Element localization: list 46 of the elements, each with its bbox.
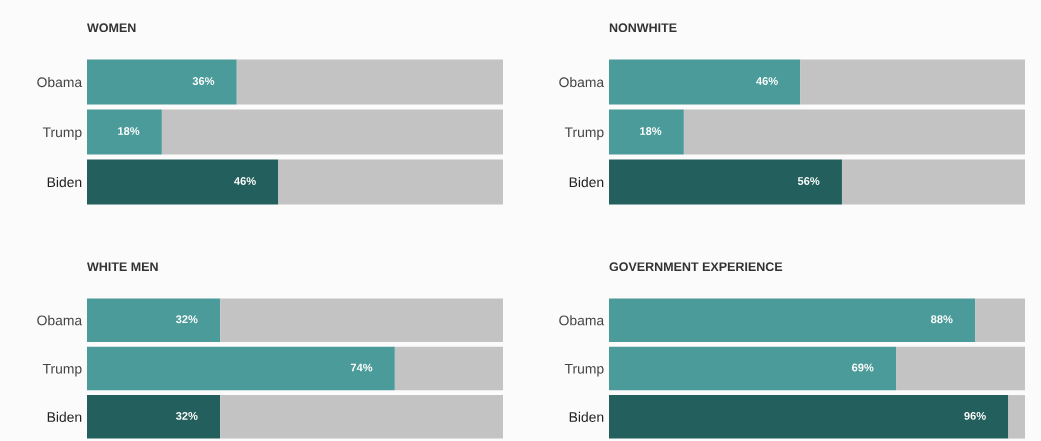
bar — [161, 109, 503, 155]
y-tick-label: Biden — [47, 411, 82, 422]
bar — [609, 59, 801, 105]
data-label: 69% — [852, 363, 874, 372]
data-label: 74% — [350, 363, 373, 372]
bar — [841, 159, 1025, 205]
chart-title: GOVERNMENT EXPERIENCE — [609, 262, 783, 272]
bar — [800, 59, 1025, 105]
y-tick-label: Trump — [564, 363, 604, 377]
bar — [609, 298, 976, 342]
data-label: 46% — [234, 177, 256, 185]
bar — [87, 159, 279, 205]
bar — [896, 346, 1025, 391]
data-label: 96% — [964, 411, 986, 420]
data-label: 88% — [930, 315, 953, 324]
data-label: 32% — [175, 411, 198, 420]
data-label: 32% — [175, 315, 198, 324]
y-tick-label: Biden — [569, 411, 604, 422]
bar — [278, 159, 503, 205]
y-tick-label: Obama — [37, 315, 83, 326]
y-tick-label: Biden — [569, 176, 604, 188]
data-label: 56% — [797, 177, 820, 185]
y-tick-label: Obama — [37, 76, 83, 88]
y-tick-label: Trump — [42, 127, 82, 140]
chart-title: WOMEN — [87, 23, 136, 33]
bar — [609, 159, 842, 205]
chart-title: WHITE MEN — [87, 262, 158, 271]
bar — [87, 109, 162, 155]
bar — [609, 346, 897, 391]
y-tick-label: Trump — [42, 363, 82, 377]
bar — [975, 298, 1025, 342]
y-tick-label: Trump — [564, 127, 604, 140]
bar — [87, 59, 237, 105]
data-label: 18% — [640, 127, 662, 135]
bar — [1008, 395, 1025, 439]
bar — [236, 59, 503, 105]
y-tick-label: Biden — [47, 176, 82, 188]
y-tick-label: Obama — [559, 76, 605, 88]
data-label: 36% — [192, 77, 215, 85]
data-label: 46% — [756, 77, 778, 85]
bar — [609, 109, 684, 155]
bar — [683, 109, 1025, 155]
chart-title: NONWHITE — [609, 23, 677, 33]
y-tick-label: Obama — [559, 315, 605, 326]
data-label: 18% — [118, 127, 140, 135]
bar — [609, 395, 1009, 439]
